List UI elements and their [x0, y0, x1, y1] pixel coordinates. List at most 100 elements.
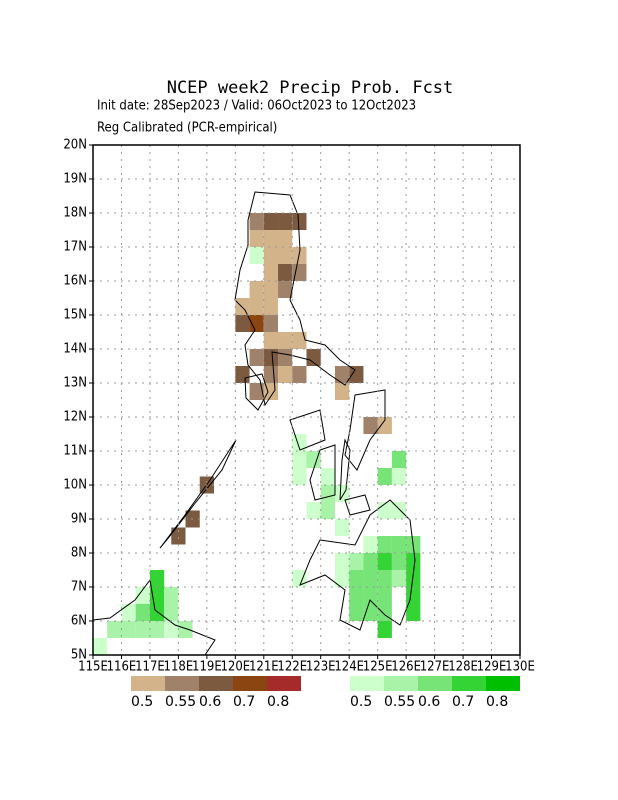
- lat-tick-label: 10N: [63, 478, 87, 493]
- dry-cell: [278, 332, 293, 349]
- dry-cell: [249, 349, 264, 366]
- lon-tick-label: 116E: [107, 660, 137, 675]
- lat-tick-label: 17N: [63, 240, 87, 255]
- wet-cell: [406, 587, 421, 604]
- wet-cell: [377, 468, 392, 485]
- lon-tick-label: 117E: [135, 660, 165, 675]
- legend-label: 0.6: [418, 694, 440, 710]
- dry-cell: [377, 417, 392, 434]
- dry-cell: [263, 281, 279, 298]
- dry-cell: [249, 298, 264, 315]
- dry-cell: [263, 366, 279, 383]
- legend-label: 0.7: [452, 694, 474, 710]
- wet-cell: [377, 536, 392, 553]
- lon-tick-label: 126E: [391, 660, 421, 675]
- dry-cell: [235, 298, 250, 315]
- dry-cell: [278, 281, 293, 298]
- lon-tick-label: 127E: [420, 660, 450, 675]
- cebu: [339, 438, 351, 501]
- dry-cell: [292, 264, 307, 281]
- lat-tick-label: 14N: [63, 342, 87, 357]
- wet-cell: [349, 553, 364, 570]
- lon-tick-label: 122E: [277, 660, 307, 675]
- wet-cell: [164, 587, 179, 604]
- wet-cell: [377, 587, 392, 604]
- dry-cell: [363, 417, 378, 434]
- wet-cell: [306, 502, 321, 519]
- wet-cell: [320, 502, 335, 519]
- wet-cell: [178, 621, 193, 638]
- legend-label: 0.8: [486, 694, 508, 710]
- lon-tick-label: 128E: [448, 660, 478, 675]
- dry-cell: [292, 332, 307, 349]
- legend-label: 0.55: [384, 694, 415, 710]
- mindanao: [299, 499, 416, 631]
- lat-tick-label: 18N: [63, 206, 87, 221]
- map-frame: [92, 144, 521, 656]
- wet-cell: [149, 604, 165, 621]
- legend-swatch: [486, 676, 520, 691]
- lon-tick-label: 115E: [78, 660, 108, 675]
- dry-cell: [263, 332, 279, 349]
- dry-cell: [278, 247, 293, 264]
- dry-cell: [278, 264, 293, 281]
- lon-tick-label: 130E: [505, 660, 535, 675]
- palawan: [159, 439, 237, 549]
- wet-cell: [306, 451, 321, 468]
- wet-cell: [406, 553, 421, 570]
- dry-cell: [306, 349, 321, 366]
- dry-cell: [249, 281, 264, 298]
- dry-cell: [278, 349, 293, 366]
- legend-label: 0.7: [233, 694, 255, 710]
- dry-cell: [235, 315, 250, 332]
- legend-label: 0.6: [199, 694, 221, 710]
- lat-tick-label: 8N: [71, 546, 87, 561]
- lat-tick-label: 9N: [71, 512, 87, 527]
- dry-cell: [292, 366, 307, 383]
- samar-leyte: [344, 389, 386, 471]
- lat-tick-label: 7N: [71, 580, 87, 595]
- dry-cell: [249, 213, 264, 230]
- lon-tick-label: 129E: [477, 660, 507, 675]
- panay: [289, 409, 326, 451]
- wet-cell: [377, 570, 392, 587]
- wet-cell: [391, 451, 407, 468]
- wet-cell: [135, 621, 150, 638]
- wet-cell: [377, 621, 392, 638]
- wet-cell: [135, 587, 150, 604]
- wet-cell: [349, 587, 364, 604]
- dry-cell: [278, 213, 293, 230]
- legend-label: 0.8: [267, 694, 289, 710]
- legend-label: 0.5: [131, 694, 153, 710]
- lon-tick-label: 119E: [192, 660, 222, 675]
- wet-cell: [406, 604, 421, 621]
- lon-tick-label: 125E: [363, 660, 393, 675]
- wet-cell: [107, 621, 122, 638]
- lat-tick-label: 11N: [63, 444, 87, 459]
- wet-cell: [149, 621, 165, 638]
- note: Reg Calibrated (PCR-empirical): [97, 121, 277, 136]
- luzon: [234, 191, 356, 407]
- wet-cell: [320, 468, 335, 485]
- lat-tick-label: 13N: [63, 376, 87, 391]
- legend-swatch: [452, 676, 486, 691]
- bohol: [344, 494, 371, 516]
- lat-tick-label: 20N: [63, 138, 87, 153]
- wet-cell: [377, 502, 392, 519]
- legend-swatch: [165, 676, 199, 691]
- lon-tick-label: 124E: [334, 660, 364, 675]
- wet-cell: [121, 604, 136, 621]
- legend-swatch: [131, 676, 165, 691]
- wet-cell: [135, 604, 150, 621]
- legend-swatch: [267, 676, 301, 691]
- wet-cell: [164, 621, 179, 638]
- dry-cell: [263, 264, 279, 281]
- dry-cell: [292, 213, 307, 230]
- dry-cell: [263, 230, 279, 247]
- wet-cell: [406, 570, 421, 587]
- dry-cell: [171, 527, 186, 545]
- legend-label: 0.5: [350, 694, 372, 710]
- wet-cell: [292, 570, 307, 587]
- wet-cell: [349, 570, 364, 587]
- wet-cell: [349, 604, 364, 621]
